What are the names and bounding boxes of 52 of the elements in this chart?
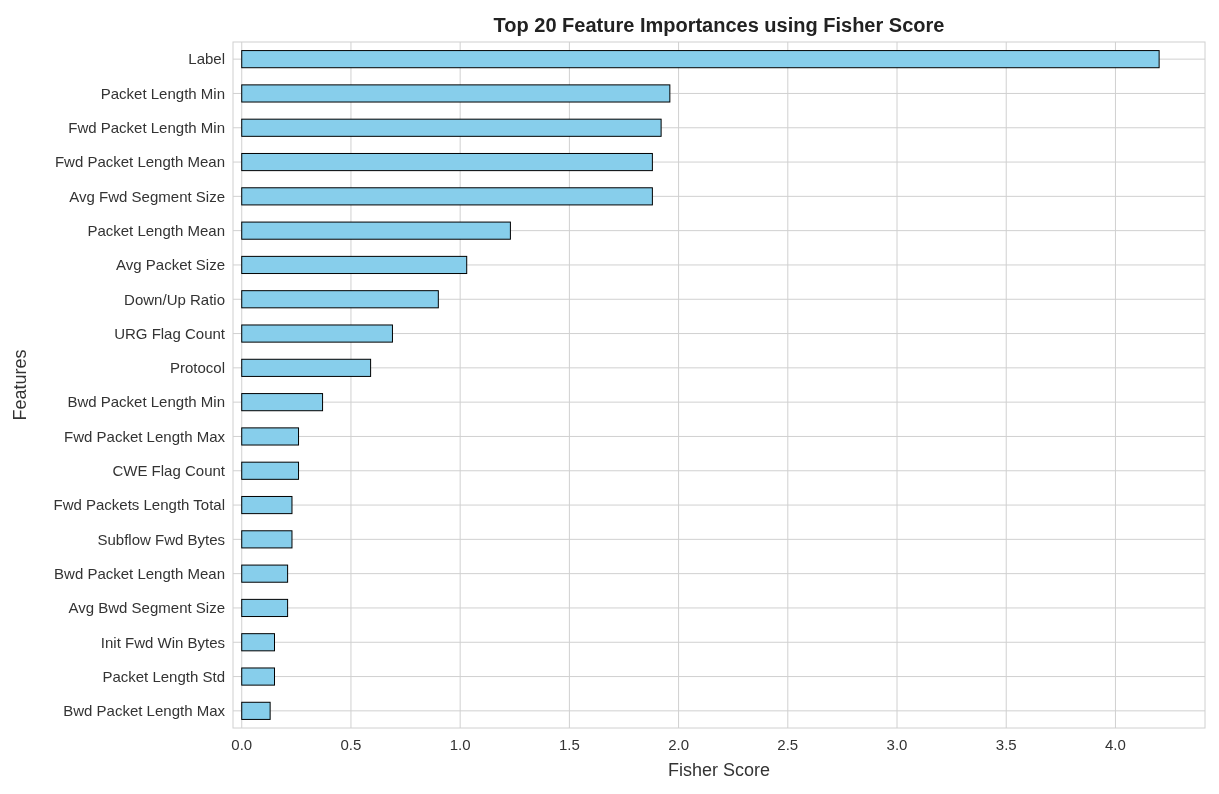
y-tick-label: Subflow Fwd Bytes	[97, 530, 225, 548]
y-tick-label: Bwd Packet Length Mean	[54, 564, 225, 582]
x-tick-label: 3.5	[995, 736, 1017, 753]
bar	[241, 358, 372, 377]
y-tick-label: Fwd Packet Length Max	[64, 427, 226, 445]
x-tick-label: 1.0	[449, 736, 471, 753]
bar	[241, 427, 300, 446]
x-tick-label: 0.0	[231, 736, 253, 753]
bar	[241, 393, 324, 412]
bar	[241, 461, 300, 480]
x-tick-label: 1.5	[558, 736, 580, 753]
bar	[241, 290, 439, 309]
x-axis-title: Fisher Score	[667, 760, 771, 780]
bar	[241, 152, 653, 172]
x-tick-label: 0.5	[340, 736, 362, 753]
y-tick-label: Init Fwd Win Bytes	[100, 633, 225, 651]
y-tick-label: Fwd Packets Length Total	[53, 496, 225, 514]
bar	[241, 255, 468, 275]
y-axis-title: Features	[10, 349, 30, 421]
bar	[241, 530, 293, 549]
bar	[241, 633, 275, 652]
bar	[241, 701, 271, 720]
x-tick-label: 2.5	[777, 736, 799, 753]
bar	[241, 598, 289, 618]
bar	[241, 564, 289, 583]
y-tick-label: URG Flag Count	[114, 324, 226, 342]
bar	[241, 495, 293, 515]
y-tick-label: Bwd Packet Length Max	[63, 702, 226, 720]
bar	[241, 667, 275, 686]
x-tick-label: 2.0	[668, 736, 690, 753]
bar	[241, 324, 393, 343]
y-tick-label: Avg Packet Size	[116, 256, 225, 274]
y-tick-label: Protocol	[169, 359, 225, 377]
bar	[241, 84, 671, 103]
y-tick-label: Label	[188, 50, 225, 68]
y-tick-label: Bwd Packet Length Min	[67, 393, 225, 411]
y-tick-label: Avg Fwd Segment Size	[69, 187, 225, 205]
x-tick-label: 4.0	[1105, 736, 1126, 753]
y-tick-label: Down/Up Ratio	[124, 290, 225, 308]
x-tick-label: 3.0	[886, 736, 908, 753]
y-tick-label: CWE Flag Count	[112, 462, 226, 479]
chart-title: Top 20 Feature Importances using Fisher Score	[493, 14, 945, 36]
bar	[241, 50, 1160, 69]
y-tick-label: Avg Bwd Segment Size	[68, 599, 225, 617]
y-tick-label: Fwd Packet Length Min	[68, 119, 225, 136]
y-tick-label: Fwd Packet Length Mean	[54, 153, 225, 171]
y-tick-label: Packet Length Std	[102, 667, 225, 685]
bar	[241, 187, 653, 206]
y-tick-label: Packet Length Mean	[87, 221, 225, 239]
y-tick-label: Packet Length Min	[100, 84, 225, 102]
bar	[241, 118, 662, 137]
bar	[241, 221, 511, 240]
